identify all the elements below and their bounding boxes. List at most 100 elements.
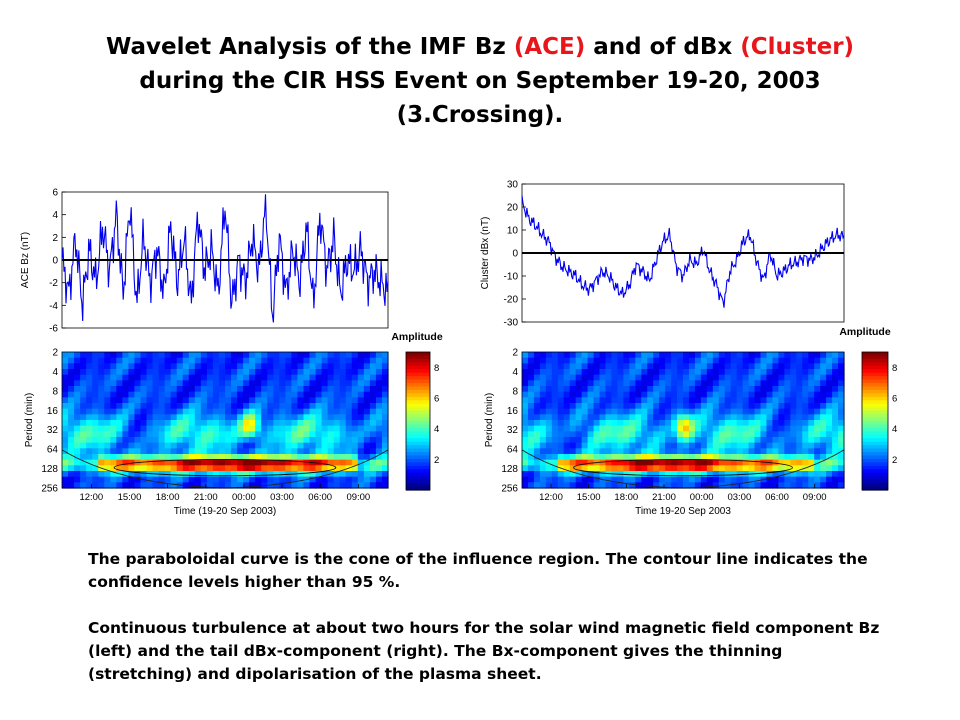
heatmap-cell <box>279 448 286 455</box>
heatmap-cell <box>688 363 696 370</box>
heatmap-cell <box>694 391 702 398</box>
heatmap-cell <box>98 482 105 489</box>
heatmap-cell <box>333 352 341 359</box>
heatmap-cell <box>212 391 220 398</box>
heatmap-cell <box>249 357 256 364</box>
heatmap-cell <box>357 471 365 478</box>
heatmap-cell <box>814 374 821 381</box>
heatmap-cell <box>176 374 184 381</box>
heatmap-cell <box>206 448 214 455</box>
heatmap-cell <box>766 397 774 404</box>
heatmap-cell <box>188 386 196 393</box>
heatmap-cell <box>134 380 142 387</box>
heatmap-cell <box>249 431 256 438</box>
heatmap-cell <box>683 397 690 404</box>
heatmap-cell <box>808 357 815 364</box>
heatmap-cell <box>748 386 756 393</box>
heatmap-cell <box>285 380 293 387</box>
y-tick-label: -2 <box>49 278 58 289</box>
heatmap-cell <box>345 380 353 387</box>
heatmap-cell <box>760 397 768 404</box>
heatmap-cell <box>820 420 827 427</box>
colorbar-segment <box>406 362 430 367</box>
heatmap-cell <box>575 363 583 370</box>
heatmap-cell <box>665 431 672 438</box>
heatmap-cell <box>200 482 208 489</box>
heatmap-cell <box>375 431 383 438</box>
heatmap-cell <box>593 352 601 359</box>
heatmap-cell <box>182 352 190 359</box>
heatmap-cell <box>820 431 827 438</box>
heatmap-cell <box>730 352 738 359</box>
heatmap-cell <box>778 465 785 472</box>
heatmap-cell <box>110 369 117 376</box>
heatmap-cell <box>641 459 648 466</box>
heatmap-cell <box>134 431 142 438</box>
heatmap-cell <box>617 459 624 466</box>
heatmap-cell <box>315 369 323 376</box>
y-axis-label: Cluster dBx (nT) <box>480 217 491 290</box>
heatmap-cell <box>134 448 142 455</box>
colorbar-segment <box>406 383 430 388</box>
heatmap-cell <box>363 437 371 444</box>
heatmap-cell <box>599 482 607 489</box>
heatmap-cell <box>104 386 111 393</box>
heatmap-cell <box>611 386 618 393</box>
heatmap-cell <box>551 363 559 370</box>
heatmap-cell <box>665 414 672 421</box>
heatmap-cell <box>796 414 803 421</box>
heatmap-cell <box>80 459 87 466</box>
heatmap-cell <box>754 454 762 461</box>
heatmap-cell <box>249 352 256 359</box>
heatmap-cell <box>593 437 601 444</box>
heatmap-cell <box>557 403 565 410</box>
heatmap-cell <box>339 408 347 415</box>
heatmap-cell <box>98 431 105 438</box>
heatmap-cell <box>369 431 377 438</box>
colorbar-tick-label: 4 <box>434 424 439 435</box>
heatmap-cell <box>629 476 636 483</box>
heatmap-cell <box>285 397 293 404</box>
heatmap-cell <box>212 408 220 415</box>
heatmap-cell <box>605 425 613 432</box>
heatmap-cell <box>285 391 293 398</box>
heatmap-cell <box>122 437 130 444</box>
heatmap-cell <box>176 391 184 398</box>
heatmap-cell <box>225 380 232 387</box>
heatmap-cell <box>802 482 809 489</box>
heatmap-cell <box>527 403 535 410</box>
heatmap-cell <box>736 403 744 410</box>
heatmap-cell <box>291 442 299 449</box>
heatmap-cell <box>98 369 105 376</box>
heatmap-cell <box>315 391 323 398</box>
heatmap-cell <box>712 369 720 376</box>
heatmap-cell <box>321 363 329 370</box>
heatmap-cell <box>237 431 244 438</box>
heatmap-cell <box>838 380 845 387</box>
heatmap-cell <box>182 369 190 376</box>
heatmap-cell <box>557 369 565 376</box>
heatmap-cell <box>134 408 142 415</box>
heatmap-cell <box>641 431 648 438</box>
heatmap-cell <box>677 471 684 478</box>
heatmap-cell <box>766 448 774 455</box>
heatmap-cell <box>724 408 732 415</box>
heatmap-cell <box>375 459 383 466</box>
heatmap-cell <box>345 437 353 444</box>
heatmap-cell <box>303 420 311 427</box>
heatmap-cell <box>122 425 130 432</box>
heatmap-cell <box>140 363 148 370</box>
heatmap-cell <box>653 425 660 432</box>
heatmap-cell <box>557 352 565 359</box>
heatmap-cell <box>629 386 636 393</box>
heatmap-cell <box>838 437 845 444</box>
heatmap-cell <box>724 420 732 427</box>
heatmap-cell <box>128 357 136 364</box>
heatmap-cell <box>92 425 99 432</box>
heatmap-cell <box>158 448 166 455</box>
heatmap-cell <box>345 471 353 478</box>
heatmap-cell <box>152 425 160 432</box>
heatmap-cell <box>164 397 172 404</box>
heatmap-cell <box>357 465 365 472</box>
heatmap-cell <box>772 476 779 483</box>
